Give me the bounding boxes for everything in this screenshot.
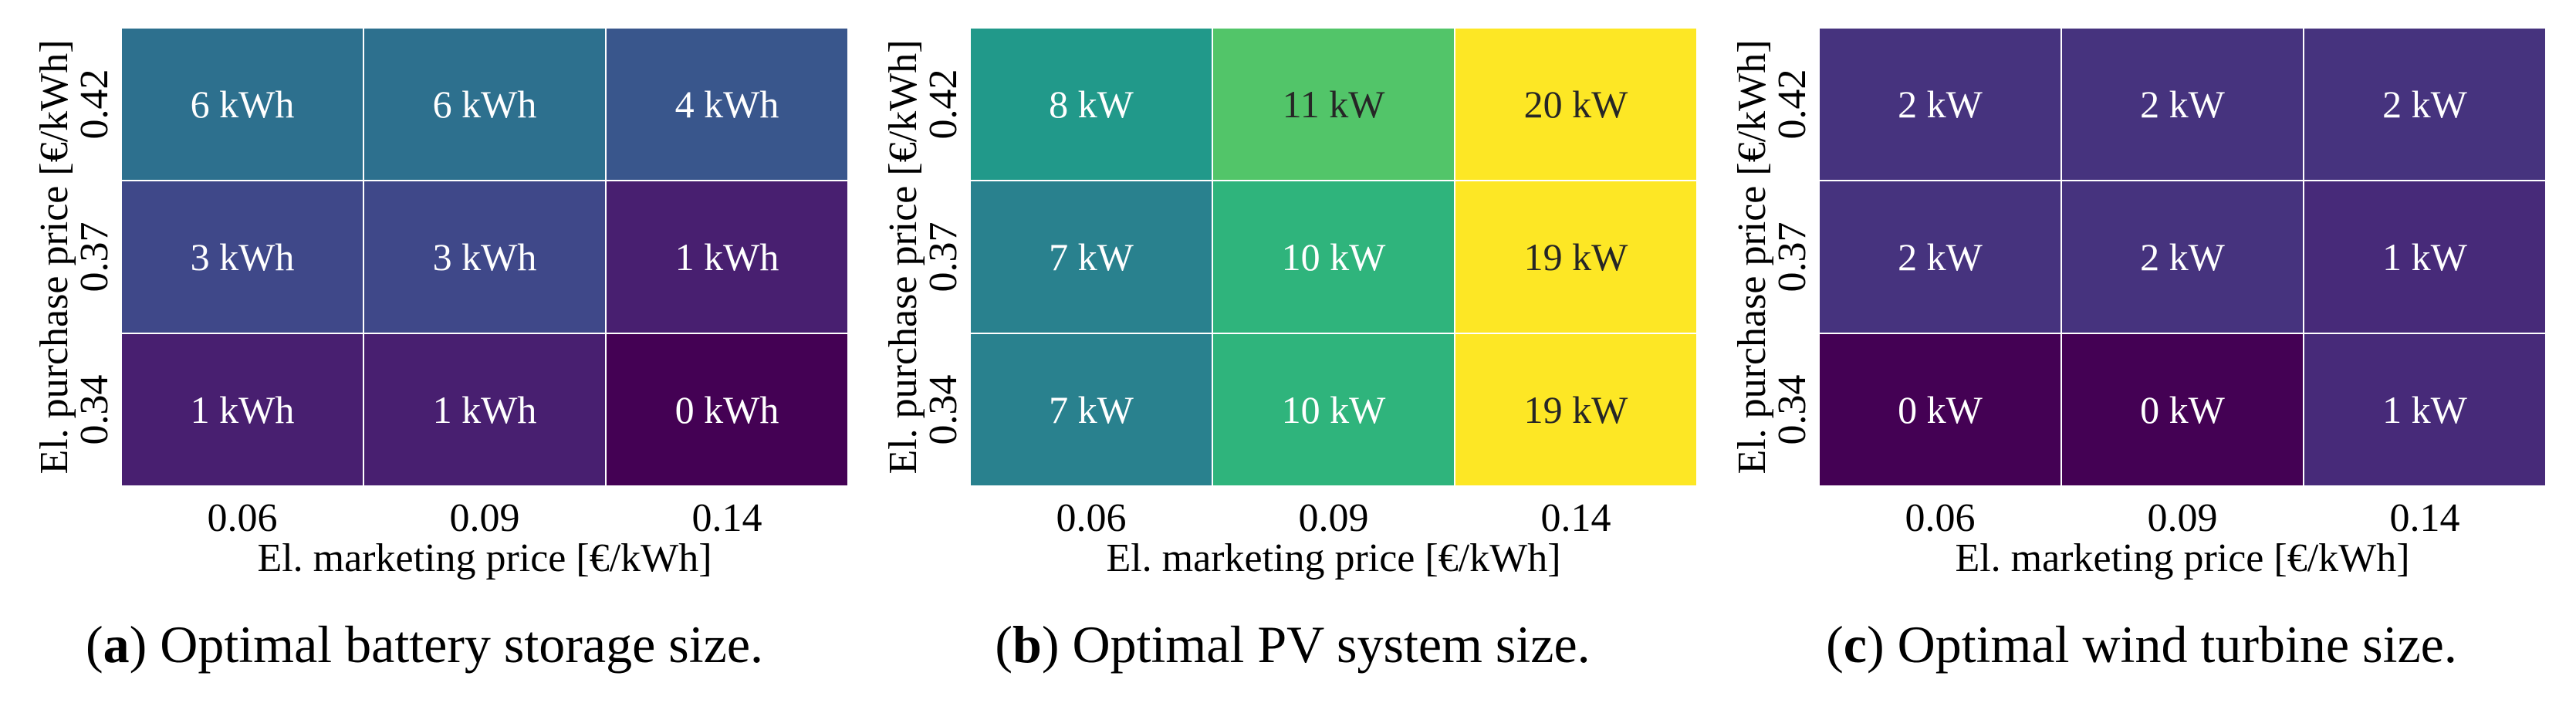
heatmap-cell [969, 27, 1213, 181]
x-tick-label: 0.09 [1299, 496, 1369, 540]
caption-letter: c [1844, 615, 1867, 674]
x-tick-label: 0.09 [2148, 496, 2218, 540]
heatmap-cell-label: 3 kWh [433, 235, 537, 279]
heatmap-cell-label: 2 kW [2140, 235, 2226, 279]
heatmap-cell-label: 1 kWh [191, 388, 295, 431]
x-axis-label: El. marketing price [€/kWh] [257, 536, 712, 580]
heatmap-cell-label: 10 kW [1282, 235, 1387, 279]
heatmap-cell-label: 0 kWh [675, 388, 779, 431]
y-tick-label: 0.42 [73, 69, 117, 140]
x-tick-label: 0.06 [208, 496, 278, 540]
caption-letter: a [103, 615, 130, 674]
heatmap-cell [120, 27, 364, 181]
x-tick-label: 0.06 [1056, 496, 1127, 540]
heatmap-cell [1818, 333, 2062, 487]
heatmap-cell-label: 1 kWh [433, 388, 537, 431]
x-tick-label: 0.14 [692, 496, 762, 540]
heatmap-cell [1454, 333, 1698, 487]
x-tick-label: 0.14 [2390, 496, 2460, 540]
heatmap-cell-label: 2 kW [1898, 83, 1983, 126]
heatmap-cell-label: 3 kWh [191, 235, 295, 279]
heatmap-cell-label: 10 kW [1282, 388, 1387, 431]
heatmap-panel-b: 8 kW 11 kW 20 kW 7 kW 10 kW 19 kW 7 kW 10 kW 19 … [881, 27, 1698, 674]
heatmap-cell [969, 333, 1213, 487]
y-tick-label: 0.37 [73, 222, 117, 292]
y-tick-label: 0.34 [921, 375, 965, 445]
heatmap-cell [605, 27, 849, 181]
heatmap-cell-label: 11 kW [1283, 83, 1386, 126]
heatmap-cell [1454, 180, 1698, 334]
heatmap-cell [2303, 180, 2547, 334]
panel-caption: (a) Optimal battery storage size. [86, 615, 763, 674]
heatmap-cell [2303, 27, 2547, 181]
heatmap-cell [363, 180, 607, 334]
x-axis-label: El. marketing price [€/kWh] [1106, 536, 1560, 580]
heatmap-cell [2303, 333, 2547, 487]
caption-text: Optimal wind turbine size. [1898, 615, 2457, 674]
caption-text: Optimal battery storage size. [160, 615, 763, 674]
x-axis-label: El. marketing price [€/kWh] [1955, 536, 2409, 580]
heatmap-cell [120, 180, 364, 334]
heatmap-cell [1212, 180, 1455, 334]
heatmap-cell-label: 1 kWh [675, 235, 779, 279]
heatmap-cell-label: 4 kWh [675, 83, 779, 126]
x-tick-label: 0.09 [450, 496, 520, 540]
y-tick-label: 0.34 [73, 375, 117, 445]
heatmap-cell [605, 333, 849, 487]
caption-letter: b [1012, 615, 1042, 674]
heatmap-cell [1818, 180, 2062, 334]
heatmap-cell [363, 333, 607, 487]
heatmap-cell-label: 2 kW [1898, 235, 1983, 279]
panel-caption: (b) Optimal PV system size. [995, 615, 1590, 674]
heatmap-cell-label: 6 kWh [191, 83, 295, 126]
heatmap-cell-label: 6 kWh [433, 83, 537, 126]
heatmap-cell-label: 8 kW [1049, 83, 1134, 126]
x-tick-label: 0.14 [1541, 496, 1611, 540]
heatmap-cell-label: 7 kW [1049, 388, 1134, 431]
heatmap-cell [120, 333, 364, 487]
heatmap-cell [969, 180, 1213, 334]
y-tick-label: 0.37 [1770, 222, 1814, 292]
heatmap-cell-label: 0 kW [2140, 388, 2226, 431]
y-axis-label: El. purchase price [€/kWh] [1730, 39, 1774, 474]
heatmap-cell-label: 20 kW [1524, 83, 1629, 126]
heatmap-cell [2060, 27, 2304, 181]
panel-caption: (c) Optimal wind turbine size. [1826, 615, 2457, 674]
heatmap-cell [1454, 27, 1698, 181]
heatmap-cell [2060, 180, 2304, 334]
y-axis-label: El. purchase price [€/kWh] [881, 39, 925, 474]
heatmap-cell-label: 1 kW [2382, 388, 2468, 431]
heatmap-cell-label: 2 kW [2382, 83, 2468, 126]
heatmap-cell-label: 19 kW [1524, 388, 1629, 431]
heatmap-cell [605, 180, 849, 334]
heatmap-cell [363, 27, 607, 181]
y-axis-label: El. purchase price [€/kWh] [32, 39, 76, 474]
caption-text: Optimal PV system size. [1072, 615, 1590, 674]
heatmap-cell-label: 2 kW [2140, 83, 2226, 126]
x-tick-label: 0.06 [1905, 496, 1976, 540]
heatmap-cell-label: 19 kW [1524, 235, 1629, 279]
y-tick-label: 0.42 [1770, 69, 1814, 140]
heatmap-panel-c: 2 kW 2 kW 2 kW 2 kW 2 kW 1 kW 0 kW 0 kW 1 kW 0.06… [1730, 27, 2547, 674]
heatmap-cell-label: 1 kW [2382, 235, 2468, 279]
heatmap-cell-label: 0 kW [1898, 388, 1983, 431]
heatmap-cell [1818, 27, 2062, 181]
y-tick-label: 0.34 [1770, 375, 1814, 445]
y-tick-label: 0.42 [921, 69, 965, 140]
y-tick-label: 0.37 [921, 222, 965, 292]
heatmap-panel-a: 6 kWh 6 kWh 4 kWh 3 kWh 3 kWh 1 kWh 1 kWh 1 kWh… [32, 27, 849, 674]
heatmap-cell-label: 7 kW [1049, 235, 1134, 279]
heatmap-cell [1212, 333, 1455, 487]
